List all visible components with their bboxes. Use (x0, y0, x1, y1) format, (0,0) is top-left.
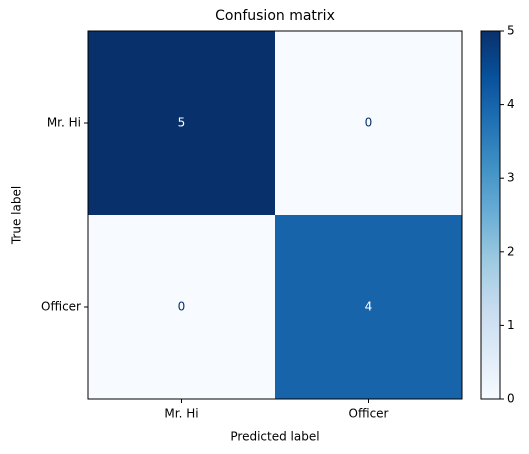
cell-label: 0 (178, 300, 186, 314)
colorbar-tick-label: 1 (507, 318, 515, 332)
x-tick-label: Mr. Hi (164, 407, 198, 421)
colorbar-tick-label: 2 (507, 244, 515, 258)
chart-title: Confusion matrix (215, 8, 335, 24)
cell (88, 215, 276, 400)
y-tick-label: Mr. Hi (47, 116, 81, 130)
cell-label: 0 (365, 116, 373, 130)
colorbar-tick-label: 5 (507, 24, 515, 38)
colorbar-tick-label: 3 (507, 171, 515, 185)
colorbar (480, 30, 501, 400)
cell-label: 5 (178, 116, 186, 130)
x-axis-label: Predicted label (230, 430, 319, 444)
cell (88, 31, 276, 216)
cell-label: 4 (365, 300, 373, 314)
cell (275, 215, 463, 400)
colorbar-tick-label: 0 (507, 392, 515, 406)
cell (275, 31, 463, 216)
y-axis-label: True label (10, 186, 24, 245)
x-tick-label: Officer (349, 407, 389, 421)
colorbar-tick-label: 4 (507, 97, 515, 111)
y-tick-label: Officer (41, 300, 81, 314)
plot-frame (87, 30, 463, 400)
